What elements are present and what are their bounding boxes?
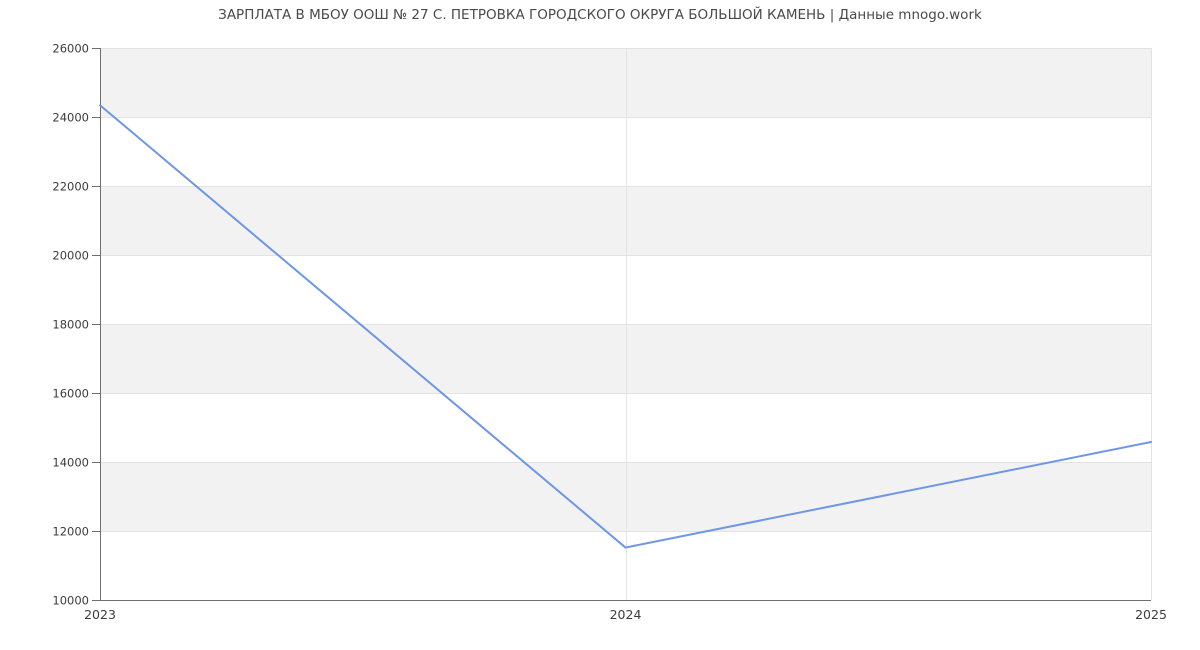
chart-title: ЗАРПЛАТА В МБОУ ООШ № 27 С. ПЕТРОВКА ГОР…: [218, 7, 982, 23]
y-tick-label: 16000: [52, 387, 89, 401]
plot-band: [100, 462, 1151, 531]
y-tick-label: 22000: [52, 180, 89, 194]
plot-band: [100, 186, 1151, 255]
y-tick-label: 24000: [52, 111, 89, 125]
x-tick-label: 2025: [1135, 607, 1167, 622]
y-tick-label: 20000: [52, 249, 89, 263]
plot-band: [100, 48, 1151, 117]
x-tick-label: 2024: [610, 607, 642, 622]
salary-series-line: [99, 104, 1152, 549]
y-tick-label: 14000: [52, 456, 89, 470]
x-tick-label: 2023: [84, 607, 116, 622]
y-tick-label: 18000: [52, 318, 89, 332]
plot-band: [100, 324, 1151, 393]
y-tick-label: 10000: [52, 594, 89, 608]
y-tick-label: 12000: [52, 525, 89, 539]
y-tick-label: 26000: [52, 42, 89, 56]
